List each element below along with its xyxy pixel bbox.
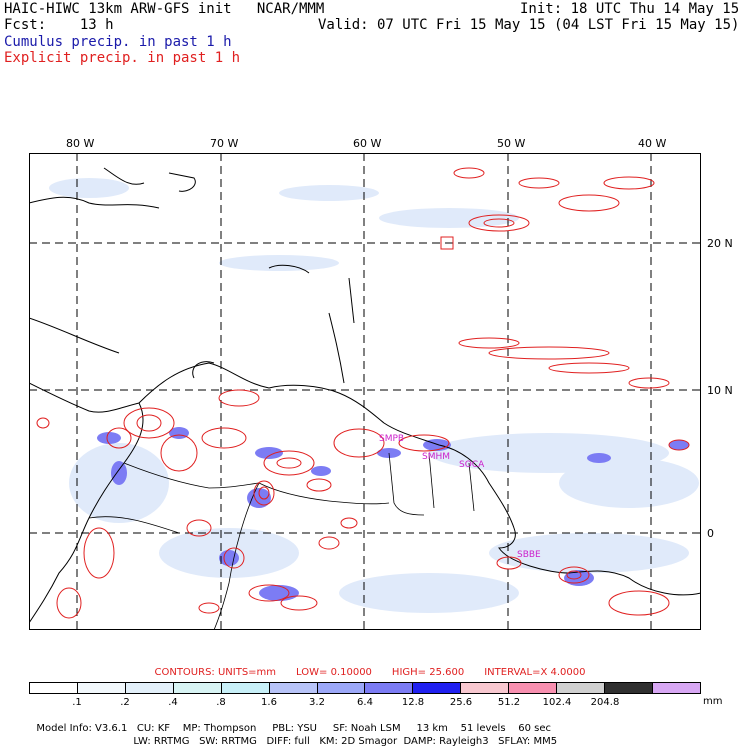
country-borders: [88, 452, 475, 630]
legend-swatch: [269, 683, 318, 693]
lon-label-80w: 80 W: [66, 137, 95, 150]
legend-swatch: [30, 683, 78, 693]
station-sbbe: SBBE: [517, 550, 541, 560]
legend-value: .1: [72, 697, 82, 708]
legend-swatch: [173, 683, 222, 693]
lon-label-50w: 50 W: [497, 137, 526, 150]
legend-swatch: [557, 683, 606, 693]
legend-value: 102.4: [542, 697, 572, 708]
legend-value: .4: [168, 697, 178, 708]
contours-units: CONTOURS: UNITS=mm: [154, 667, 277, 678]
lat-label-0: 0: [707, 527, 714, 540]
legend-swatch: [221, 683, 270, 693]
legend-value: .8: [216, 697, 226, 708]
legend-unit: mm: [703, 696, 723, 707]
contours-line: CONTOURS: UNITS=mm LOW= 0.10000 HIGH= 25.6…: [0, 667, 740, 678]
legend-swatch: [605, 683, 653, 693]
explicit-precip-contours: [36, 167, 690, 619]
explicit-legend-text: Explicit precip. in past 1 h: [4, 50, 241, 66]
info-km: KM: 2D Smagor: [319, 736, 398, 747]
station-smpb: SMPB: [379, 434, 404, 444]
legend-swatch: [365, 683, 414, 693]
forecast-hour: Fcst: 13 h: [4, 17, 114, 33]
model-title: HAIC-HIWC 13km ARW-GFS init NCAR/MMM: [4, 1, 325, 17]
legend-swatch: [652, 683, 700, 693]
info-sw: SW: RRTMG: [199, 736, 257, 747]
legend-value: 12.8: [401, 697, 425, 708]
model-info-line2: LW: RRTMG SW: RRTMG DIFF: full KM: 2D Sm…: [127, 725, 557, 747]
info-sflay: SFLAY: MM5: [498, 736, 558, 747]
info-mp: MP: Thompson: [182, 723, 257, 734]
legend-value: .2: [120, 697, 130, 708]
info-lw: LW: RRTMG: [133, 736, 190, 747]
lat-label-20n: 20 N: [707, 237, 733, 250]
contours-high: HIGH= 25.600: [391, 667, 465, 678]
station-labels: SMPB SMHM SOCA SBBE: [379, 434, 541, 560]
info-sf: SF: Noah LSM: [332, 723, 401, 734]
info-diff: DIFF: full: [266, 736, 310, 747]
legend-swatch: [461, 683, 510, 693]
contours-low: LOW= 0.10000: [296, 667, 372, 678]
cumulus-shading: [49, 178, 699, 613]
station-soca: SOCA: [459, 460, 485, 470]
station-smhm: SMHM: [422, 452, 450, 462]
legend-swatch: [317, 683, 366, 693]
legend-swatch: [413, 683, 462, 693]
info-dt: 60 sec: [518, 723, 552, 734]
info-pbl: PBL: YSU: [272, 723, 317, 734]
contours-interval: INTERVAL=X 4.0000: [484, 667, 586, 678]
init-time: Init: 18 UTC Thu 14 May 15: [520, 1, 740, 17]
precip-map: SMPB SMHM SOCA SBBE: [29, 153, 701, 630]
info-cu: CU: KF: [136, 723, 171, 734]
info-damp: DAMP: Rayleigh3: [403, 736, 489, 747]
lon-label-70w: 70 W: [210, 137, 239, 150]
lat-label-10n: 10 N: [707, 384, 733, 397]
legend-value: 3.2: [309, 697, 325, 708]
legend-value: 6.4: [357, 697, 373, 708]
lon-label-60w: 60 W: [353, 137, 382, 150]
info-res: 13 km: [416, 723, 448, 734]
legend-value: 25.6: [449, 697, 473, 708]
model-info-line1: Model Info: V3.6.1 CU: KF MP: Thompson P…: [30, 712, 551, 734]
legend-swatch: [125, 683, 174, 693]
info-levels: 51 levels: [460, 723, 506, 734]
cumulus-legend-text: Cumulus precip. in past 1 h: [4, 34, 232, 50]
color-legend: [29, 682, 701, 694]
info-version: Model Info: V3.6.1: [36, 723, 128, 734]
legend-value: 1.6: [261, 697, 277, 708]
lat-lon-grid: [29, 153, 701, 630]
cumulus-heavy: [97, 427, 689, 601]
legend-swatch: [509, 683, 558, 693]
valid-time: Valid: 07 UTC Fri 15 May 15 (04 LST Fri …: [318, 17, 740, 33]
legend-value: 51.2: [497, 697, 521, 708]
legend-value: 204.8: [590, 697, 620, 708]
lon-label-40w: 40 W: [638, 137, 667, 150]
legend-swatch: [77, 683, 126, 693]
